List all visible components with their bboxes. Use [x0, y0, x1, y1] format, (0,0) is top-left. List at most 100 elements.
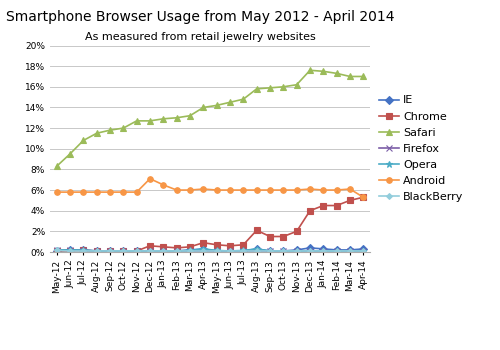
BlackBerry	[334, 249, 340, 253]
IE	[80, 248, 86, 253]
BlackBerry	[240, 249, 246, 253]
Android	[254, 188, 260, 192]
Firefox	[80, 248, 86, 252]
Safari	[320, 69, 326, 73]
Chrome	[347, 198, 353, 202]
Android	[280, 188, 286, 192]
IE	[67, 248, 73, 252]
Safari	[214, 103, 220, 107]
Chrome	[160, 245, 166, 249]
Firefox	[160, 249, 166, 253]
Firefox	[347, 249, 353, 253]
Firefox	[254, 249, 260, 253]
IE	[294, 248, 300, 252]
Chrome	[187, 245, 193, 249]
Line: Opera: Opera	[53, 245, 367, 254]
Firefox	[214, 249, 220, 253]
Android	[160, 183, 166, 187]
Opera	[160, 249, 166, 253]
Android	[267, 188, 273, 192]
Chrome	[67, 249, 73, 253]
Safari	[187, 114, 193, 118]
Opera	[360, 249, 366, 253]
Firefox	[94, 249, 100, 253]
BlackBerry	[67, 249, 73, 253]
Firefox	[294, 249, 300, 253]
Chrome	[240, 243, 246, 247]
Text: Smartphone Browser Usage from May 2012 - April 2014: Smartphone Browser Usage from May 2012 -…	[6, 10, 394, 25]
Chrome	[147, 244, 153, 248]
Legend: IE, Chrome, Safari, Firefox, Opera, Android, BlackBerry: IE, Chrome, Safari, Firefox, Opera, Andr…	[379, 96, 464, 202]
Opera	[214, 248, 220, 253]
Android	[334, 188, 340, 192]
Android	[174, 188, 180, 192]
Opera	[334, 249, 340, 253]
Android	[200, 187, 206, 191]
BlackBerry	[227, 249, 233, 253]
Android	[147, 177, 153, 181]
BlackBerry	[80, 249, 86, 253]
Safari	[160, 117, 166, 121]
BlackBerry	[160, 249, 166, 253]
Opera	[80, 248, 86, 252]
Opera	[267, 249, 273, 253]
IE	[254, 247, 260, 251]
Opera	[67, 248, 73, 252]
IE	[200, 247, 206, 251]
Firefox	[200, 249, 206, 253]
BlackBerry	[134, 249, 140, 253]
Firefox	[147, 249, 153, 253]
IE	[134, 249, 140, 253]
IE	[214, 249, 220, 253]
Android	[320, 188, 326, 192]
Opera	[280, 249, 286, 253]
Chrome	[254, 228, 260, 232]
BlackBerry	[174, 249, 180, 253]
Line: Firefox: Firefox	[54, 247, 366, 254]
IE	[334, 248, 340, 252]
BlackBerry	[54, 248, 60, 253]
Safari	[54, 164, 60, 168]
Opera	[227, 249, 233, 253]
Firefox	[54, 248, 60, 252]
BlackBerry	[120, 249, 126, 253]
Android	[94, 190, 100, 194]
Chrome	[54, 249, 60, 253]
Chrome	[134, 249, 140, 253]
Android	[347, 187, 353, 191]
Firefox	[174, 249, 180, 253]
Firefox	[134, 249, 140, 253]
IE	[54, 249, 60, 253]
Safari	[240, 97, 246, 101]
Android	[307, 187, 313, 191]
Safari	[80, 138, 86, 142]
BlackBerry	[294, 249, 300, 253]
Chrome	[267, 234, 273, 239]
Safari	[174, 116, 180, 120]
IE	[240, 249, 246, 253]
Android	[214, 188, 220, 192]
Firefox	[107, 249, 113, 253]
Safari	[134, 119, 140, 123]
BlackBerry	[147, 249, 153, 253]
BlackBerry	[254, 249, 260, 253]
Chrome	[360, 195, 366, 199]
Safari	[147, 119, 153, 123]
Opera	[307, 249, 313, 253]
Line: BlackBerry: BlackBerry	[54, 248, 366, 253]
BlackBerry	[107, 249, 113, 253]
IE	[347, 248, 353, 252]
Opera	[147, 249, 153, 253]
Safari	[360, 74, 366, 78]
Firefox	[334, 249, 340, 253]
IE	[227, 249, 233, 253]
Firefox	[227, 249, 233, 253]
Firefox	[187, 249, 193, 253]
Safari	[94, 131, 100, 135]
Android	[80, 190, 86, 194]
Firefox	[120, 249, 126, 253]
Android	[120, 190, 126, 194]
Line: Android: Android	[54, 176, 366, 200]
BlackBerry	[280, 249, 286, 253]
Firefox	[280, 249, 286, 253]
